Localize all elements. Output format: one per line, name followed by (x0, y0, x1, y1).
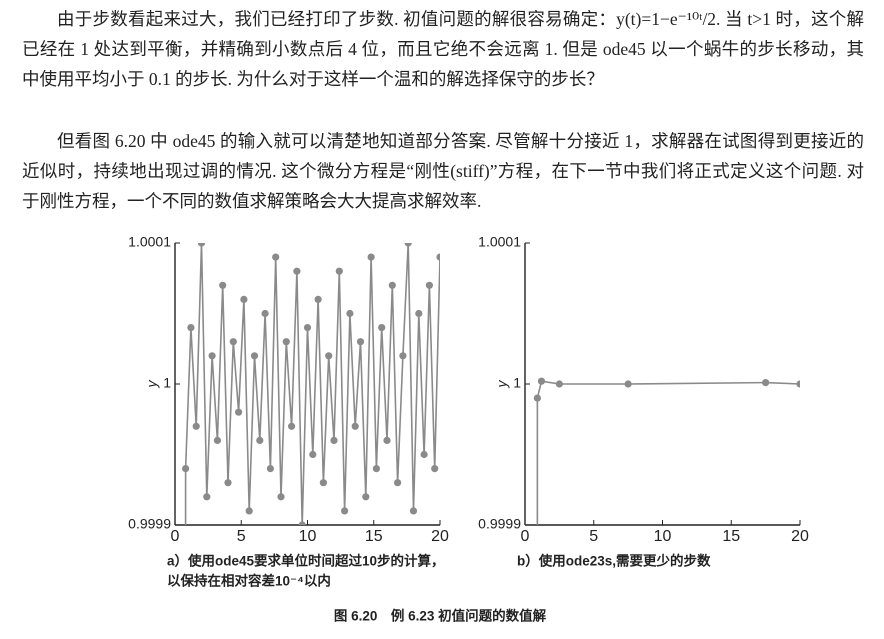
data-point (261, 309, 269, 318)
plot-area (182, 243, 440, 525)
data-point (197, 243, 206, 247)
x-tick-label: 15 (722, 528, 740, 545)
paragraph: 由于步数看起来过大，我们已经打印了步数. 初值问题的解很容易确定：y(t)=1−… (22, 9, 864, 89)
x-tick-label: 15 (365, 528, 383, 545)
y-tick-label: 1.0001 (478, 234, 521, 250)
data-point (436, 253, 440, 261)
data-point (208, 352, 216, 360)
data-point (213, 436, 221, 444)
data-point (182, 465, 190, 473)
data-point (796, 380, 800, 388)
data-point (192, 422, 200, 430)
x-tick-label: 10 (299, 528, 317, 545)
x-tick-label: 0 (171, 528, 180, 545)
chart-caption: b）使用ode23s,需要更少的步数 (517, 553, 711, 569)
paragraph: 但看图 6.20 中 ode45 的输入就可以清楚地知道部分答案. 尽管解十分接… (22, 131, 864, 211)
y-tick-label: 0.9999 (478, 516, 521, 532)
data-point (224, 479, 232, 487)
data-point (203, 493, 211, 501)
data-point (383, 436, 391, 444)
data-point (409, 507, 418, 515)
data-point (277, 493, 285, 501)
data-point (420, 450, 428, 459)
x-tick-label: 10 (654, 528, 672, 545)
data-point (624, 380, 632, 388)
data-point (399, 352, 407, 360)
data-point (367, 253, 375, 261)
data-point (219, 281, 227, 289)
data-point (282, 338, 290, 346)
y-tick-label: 0.9999 (128, 516, 171, 532)
data-point (533, 394, 541, 402)
figure-caption: 图 6.20 例 6.23 初值问题的数值解 (334, 608, 547, 624)
chart-caption: a）使用ode45要求单位时间超过10步的计算， (167, 553, 445, 569)
data-point (378, 324, 386, 332)
data-point (555, 380, 563, 388)
x-tick-label: 5 (589, 528, 598, 545)
data-point (425, 281, 433, 289)
data-point (319, 479, 327, 487)
data-point (341, 507, 349, 515)
y-tick-label: 1.0001 (128, 234, 171, 250)
data-point (362, 493, 370, 501)
x-tick-label: 20 (791, 528, 809, 545)
data-point (346, 309, 354, 318)
data-point (229, 338, 237, 346)
y-axis-label: y (494, 380, 510, 389)
data-point (293, 267, 301, 275)
y-tick-label: 1 (163, 375, 171, 391)
data-point (431, 465, 439, 473)
data-point (309, 450, 317, 459)
data-point (356, 338, 365, 346)
data-point (250, 352, 259, 360)
data-point (415, 309, 423, 318)
data-point (235, 408, 243, 416)
data-point (372, 465, 380, 473)
data-point (298, 521, 306, 525)
data-point (272, 253, 280, 261)
chart-caption: 以保持在相对容差10⁻⁴以内 (167, 573, 331, 589)
data-point (240, 295, 248, 303)
x-tick-label: 20 (431, 528, 449, 545)
data-point (325, 352, 333, 360)
data-point (330, 436, 338, 444)
y-axis-label: y (144, 380, 160, 389)
data-point (314, 295, 322, 303)
data-point (256, 436, 264, 444)
data-point (351, 422, 359, 430)
data-point (388, 281, 396, 289)
data-point (266, 465, 274, 473)
y-tick-label: 1 (513, 375, 521, 391)
data-point (288, 422, 296, 430)
data-point (762, 378, 770, 387)
x-tick-label: 5 (237, 528, 246, 545)
series-line (536, 380, 800, 525)
data-point (537, 377, 546, 385)
data-point (245, 507, 253, 515)
data-point (303, 324, 312, 332)
data-point (187, 324, 195, 332)
data-point (335, 267, 343, 275)
data-point (404, 243, 412, 247)
x-tick-label: 0 (521, 528, 530, 545)
data-point (394, 479, 402, 487)
plot-area (533, 377, 800, 525)
